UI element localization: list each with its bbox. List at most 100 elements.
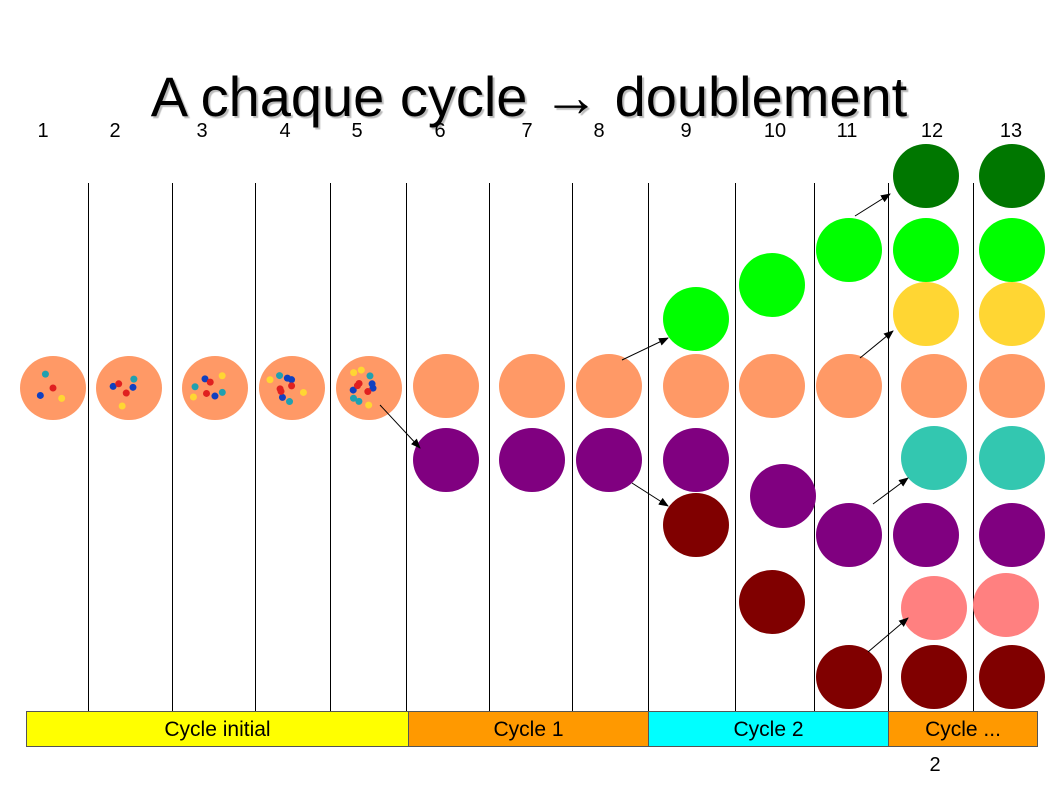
dna-circle: [750, 464, 816, 528]
column-number-9: 9: [680, 120, 692, 142]
cycle-2-band: Cycle 2: [648, 711, 889, 747]
molecule-dot: [109, 382, 117, 390]
dna-circle: [663, 287, 729, 351]
molecule-dot: [122, 389, 130, 397]
molecule-dot: [349, 386, 357, 394]
molecule-dot: [276, 372, 284, 380]
dna-circle: [893, 503, 959, 567]
column-number-1: 1: [37, 120, 49, 142]
cycle-continued-band: Cycle ...: [888, 711, 1038, 747]
dna-circle: [663, 354, 729, 418]
slide-title: A chaque cycle → doublement: [150, 65, 908, 128]
dna-circle: [973, 573, 1039, 637]
molecule-dot: [365, 401, 373, 409]
dna-circle: [739, 354, 805, 418]
dna-circle: [816, 354, 882, 418]
molecule-dot: [130, 375, 138, 383]
dna-circle: [979, 426, 1045, 490]
molecule-dot: [218, 388, 226, 396]
dna-circle: [576, 354, 642, 418]
molecule-dot: [203, 389, 211, 397]
molecule-dot: [299, 388, 307, 396]
molecule-dot: [286, 398, 294, 406]
molecule-dot: [355, 397, 363, 405]
molecule-dot: [191, 383, 199, 391]
column-divider: [973, 183, 974, 711]
column-divider: [172, 183, 173, 711]
molecule-dot: [364, 388, 372, 396]
dna-circle: [663, 493, 729, 557]
column-number-6: 6: [434, 120, 446, 142]
column-number-11: 11: [836, 120, 858, 142]
column-number-3: 3: [196, 120, 208, 142]
column-number-10: 10: [763, 120, 787, 142]
molecule-dot: [49, 384, 57, 392]
molecule-dot: [350, 369, 358, 377]
column-divider: [648, 183, 649, 711]
dna-circle: [901, 645, 967, 709]
molecule-dot: [368, 380, 376, 388]
molecule-dot: [277, 387, 285, 395]
column-divider: [330, 183, 331, 711]
column-divider: [572, 183, 573, 711]
column-number-5: 5: [351, 120, 363, 142]
dna-circle: [739, 570, 805, 634]
arrow: [867, 617, 909, 653]
dna-circle: [979, 282, 1045, 346]
dna-circle: [816, 218, 882, 282]
dna-circle: [979, 144, 1045, 208]
dna-circle: [901, 576, 967, 640]
molecule-dot: [118, 402, 126, 410]
dna-circle: [413, 354, 479, 418]
cycle-initial-band: Cycle initial: [26, 711, 409, 747]
molecule-dot: [41, 370, 49, 378]
molecule-dot: [129, 383, 137, 391]
page-number: 2: [929, 754, 941, 776]
column-number-4: 4: [279, 120, 291, 142]
dna-circle: [739, 253, 805, 317]
arrow: [872, 477, 909, 505]
column-divider: [888, 183, 889, 711]
arrow: [859, 330, 894, 359]
dna-circle: [979, 218, 1045, 282]
cell-circle-5: [336, 356, 402, 420]
molecule-dot: [349, 394, 357, 402]
dna-circle: [979, 503, 1045, 567]
molecule-dot: [201, 375, 209, 383]
dna-circle: [893, 218, 959, 282]
column-number-8: 8: [593, 120, 605, 142]
dna-circle: [979, 354, 1045, 418]
column-number-13: 13: [999, 120, 1023, 142]
arrow: [631, 482, 669, 507]
dna-circle: [499, 428, 565, 492]
column-number-7: 7: [521, 120, 533, 142]
dna-circle: [576, 428, 642, 492]
dna-circle: [901, 354, 967, 418]
column-divider: [88, 183, 89, 711]
molecule-dot: [357, 366, 365, 374]
column-number-12: 12: [920, 120, 944, 142]
molecule-dot: [266, 376, 274, 384]
dna-circle: [893, 282, 959, 346]
molecule-dot: [211, 392, 219, 400]
molecule-dot: [283, 374, 291, 382]
arrow: [379, 404, 421, 449]
molecule-dot: [189, 393, 197, 401]
column-divider: [735, 183, 736, 711]
molecule-dot: [353, 382, 361, 390]
dna-circle: [816, 503, 882, 567]
column-number-2: 2: [109, 120, 121, 142]
dna-circle: [816, 645, 882, 709]
dna-circle: [893, 144, 959, 208]
cell-circle-3: [182, 356, 248, 420]
arrow: [854, 193, 891, 217]
dna-circle: [413, 428, 479, 492]
molecule-dot: [218, 372, 226, 380]
dna-circle: [663, 428, 729, 492]
molecule-dot: [36, 391, 44, 399]
dna-circle: [499, 354, 565, 418]
dna-circle: [901, 426, 967, 490]
molecule-dot: [288, 382, 296, 390]
molecule-dot: [366, 372, 374, 380]
